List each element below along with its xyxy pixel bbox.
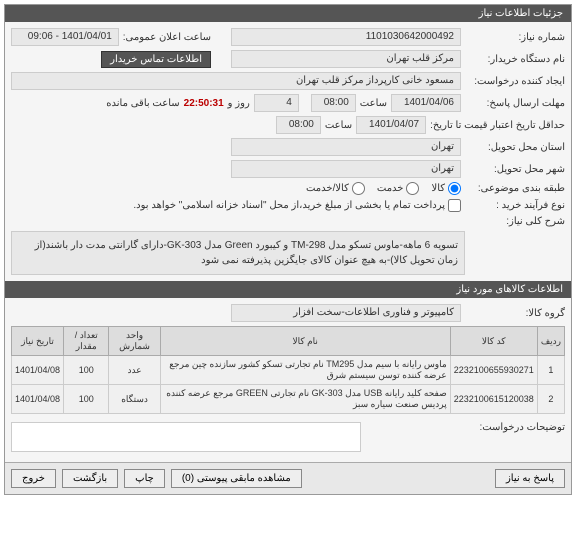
td-1-0: 2 [537,385,564,414]
row-category: طبقه بندی موضوعی: کالا خدمت کالا/خدمت [11,182,565,195]
announce-label: ساعت اعلان عمومی: [123,32,211,43]
city-label: شهر محل تحویل: [465,164,565,175]
req-number-label: شماره نیاز: [465,32,565,43]
table-row[interactable]: 2 2232100615120038 صفحه کلید رایانه USB … [12,385,565,414]
row-req-number: شماره نیاز: 1101030642000492 ساعت اعلان … [11,28,565,46]
valid-time: 08:00 [276,116,321,134]
row-deadline: مهلت ارسال پاسخ: 1401/04/06 ساعت 08:00 4… [11,94,565,112]
days-val: 4 [254,94,299,112]
time-word-1: ساعت [360,98,387,109]
table-row[interactable]: 1 2232100655930271 ماوس رایانه با سیم مد… [12,356,565,385]
print-button[interactable]: چاپ [124,469,165,488]
back-label: بازگشت [73,473,107,484]
row-validity: حداقل تاریخ اعتبار قیمت تا تاریخ: 1401/0… [11,116,565,134]
cat-service-label: خدمت [377,183,404,194]
desc-box: تسویه 6 ماهه-ماوس تسکو مدل TM-298 و کیبو… [11,231,465,275]
td-0-5: 1401/04/08 [12,356,64,385]
td-1-2: صفحه کلید رایانه USB مدل GK-303 نام تجار… [160,385,450,414]
back-button[interactable]: بازگشت [62,469,118,488]
cat-label: طبقه بندی موضوعی: [465,183,565,194]
exit-button[interactable]: خروج [11,469,56,488]
th-2: نام کالا [160,327,450,356]
process-checkbox[interactable] [448,199,461,212]
row-city: شهر محل تحویل: تهران [11,160,565,178]
attach-button[interactable]: مشاهده مابقی پیوستی (0) [171,469,302,488]
td-0-4: 100 [64,356,109,385]
row-requester: ایجاد کننده درخواست: مسعود خانی کارپرداز… [11,72,565,90]
countdown: 22:50:31 [184,98,224,109]
td-0-3: عدد [109,356,160,385]
process-label: نوع فرآیند خرید : [465,200,565,211]
requester-field: مسعود خانی کارپرداز مرکز قلب تهران [11,72,461,90]
province-label: استان محل تحویل: [465,142,565,153]
td-1-5: 1401/04/08 [12,385,64,414]
td-0-2: ماوس رایانه با سیم مدل TM295 نام تجارتی … [160,356,450,385]
td-1-3: دستگاه [109,385,160,414]
valid-label: حداقل تاریخ اعتبار قیمت تا تاریخ: [430,120,565,131]
city-field: تهران [231,160,461,178]
deadline-date: 1401/04/06 [391,94,461,112]
td-0-0: 1 [537,356,564,385]
respond-label: پاسخ به نیاز [506,473,554,484]
remain-label: ساعت باقی مانده [106,98,179,109]
requester-label: ایجاد کننده درخواست: [465,76,565,87]
td-0-1: 2232100655930271 [450,356,537,385]
notes-textarea[interactable] [11,422,361,452]
th-3: واحد شمارش [109,327,160,356]
buyer-label: نام دستگاه خریدار: [465,54,565,65]
attach-label: مشاهده مابقی پیوستی (0) [182,473,291,484]
row-process: نوع فرآیند خرید : پرداخت تمام یا بخشی از… [11,199,565,212]
cat-service-radio[interactable] [406,182,419,195]
panel-title: جزئیات اطلاعات نیاز [5,5,571,22]
valid-date: 1401/04/07 [356,116,426,134]
print-label: چاپ [135,473,154,484]
table-header-row: ردیف کد کالا نام کالا واحد شمارش تعداد /… [12,327,565,356]
cat-kala-radio[interactable] [448,182,461,195]
th-5: تاریخ نیاز [12,327,64,356]
province-field: تهران [231,138,461,156]
row-desc: شرح کلی نیاز: [11,216,565,227]
panel-body: شماره نیاز: 1101030642000492 ساعت اعلان … [5,22,571,281]
cat-kala[interactable]: کالا [431,182,461,195]
td-1-1: 2232100615120038 [450,385,537,414]
group-field: کامپیوتر و فناوری اطلاعات-سخت افزار [231,304,461,322]
desc-label: شرح کلی نیاز: [465,216,565,227]
buyer-field: مرکز قلب تهران [231,50,461,68]
cat-kala-label: کالا [431,183,445,194]
exit-label: خروج [22,473,45,484]
days-label: روز و [228,98,250,109]
footer-actions: پاسخ به نیاز مشاهده مابقی پیوستی (0) چاپ… [5,462,571,494]
th-0: ردیف [537,327,564,356]
row-group: گروه کالا: کامپیوتر و فناوری اطلاعات-سخت… [11,304,565,322]
contact-button[interactable]: اطلاعات تماس خریدار [101,51,211,68]
panel2-title: اطلاعات کالاهای مورد نیاز [5,281,571,298]
cat-both-label: کالا/خدمت [306,183,349,194]
cat-radio-group: کالا خدمت کالا/خدمت [306,182,461,195]
row-notes: توضیحات درخواست: [11,422,565,452]
cat-service[interactable]: خدمت [377,182,420,195]
row-buyer: نام دستگاه خریدار: مرکز قلب تهران اطلاعا… [11,50,565,68]
td-1-4: 100 [64,385,109,414]
req-number-field: 1101030642000492 [231,28,461,46]
panel2-body: گروه کالا: کامپیوتر و فناوری اطلاعات-سخت… [5,298,571,462]
deadline-time: 08:00 [311,94,356,112]
time-word-2: ساعت [325,120,352,131]
process-check-label: پرداخت تمام یا بخشی از مبلغ خرید،از محل … [133,200,445,211]
notes-label: توضیحات درخواست: [465,422,565,433]
th-1: کد کالا [450,327,537,356]
respond-button[interactable]: پاسخ به نیاز [495,469,565,488]
announce-field: 1401/04/01 - 09:06 [11,28,119,46]
process-check[interactable]: پرداخت تمام یا بخشی از مبلغ خرید،از محل … [133,199,461,212]
th-4: تعداد / مقدار [64,327,109,356]
group-label: گروه کالا: [465,308,565,319]
info-panel: جزئیات اطلاعات نیاز شماره نیاز: 11010306… [4,4,572,495]
items-table: ردیف کد کالا نام کالا واحد شمارش تعداد /… [11,326,565,414]
cat-both[interactable]: کالا/خدمت [306,182,365,195]
cat-both-radio[interactable] [352,182,365,195]
deadline-label: مهلت ارسال پاسخ: [465,98,565,109]
row-province: استان محل تحویل: تهران [11,138,565,156]
